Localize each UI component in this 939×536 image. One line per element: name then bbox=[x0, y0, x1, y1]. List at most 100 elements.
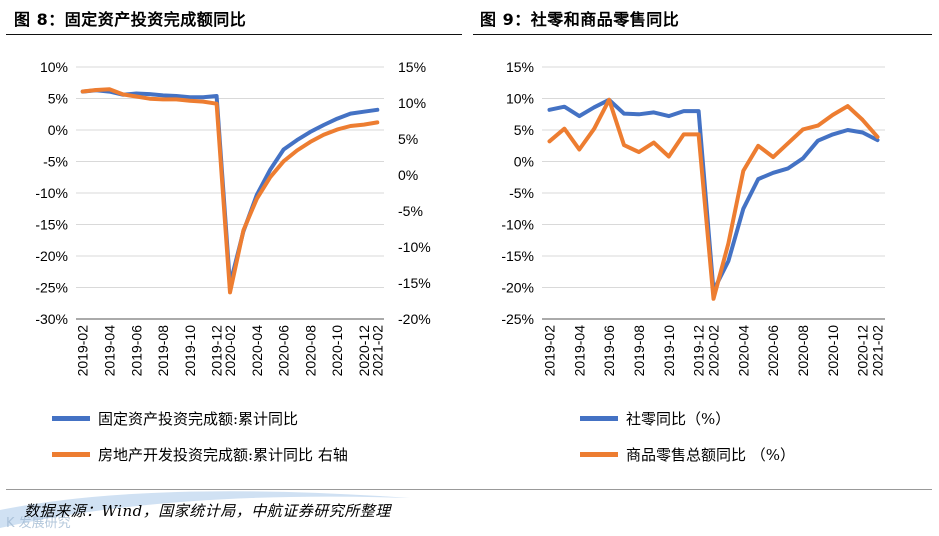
data-point-series-0 bbox=[547, 108, 552, 112]
data-point-series-1 bbox=[348, 124, 353, 128]
y-tick-label-left: -15% bbox=[501, 248, 534, 264]
data-point-series-0 bbox=[188, 95, 192, 99]
data-point-series-0 bbox=[375, 108, 379, 112]
data-point-series-0 bbox=[726, 259, 731, 263]
data-point-series-1 bbox=[607, 98, 611, 102]
data-point-series-1 bbox=[696, 132, 701, 137]
legend-swatch-blue bbox=[580, 416, 618, 421]
y-tick-label-left: 0% bbox=[514, 154, 534, 170]
data-point-series-1 bbox=[281, 159, 286, 163]
chart-right: 15% 10% 5% 0% -5% -10% -15% -20% -25% 2019-02 2019… bbox=[501, 59, 886, 377]
x-tick-label: 2020-02 bbox=[706, 325, 722, 377]
x-tick-label: 2020-10 bbox=[329, 325, 345, 377]
data-point-series-0 bbox=[295, 138, 299, 142]
data-point-series-0 bbox=[622, 112, 626, 116]
data-point-series-1 bbox=[121, 92, 125, 96]
data-point-series-0 bbox=[201, 95, 205, 99]
data-point-series-0 bbox=[786, 166, 790, 171]
data-point-series-1 bbox=[652, 141, 656, 145]
y-tick-label-left: -25% bbox=[501, 311, 534, 327]
x-tick-label: 2020-02 bbox=[222, 325, 238, 377]
x-tick-label: 2020-06 bbox=[765, 325, 781, 377]
series-line-0 bbox=[547, 97, 880, 293]
x-tick-label: 2019-12 bbox=[209, 325, 225, 377]
data-point-series-1 bbox=[756, 144, 760, 148]
legend-label-realestate: 房地产开发投资完成额:累计同比 右轴 bbox=[98, 446, 348, 464]
data-point-series-0 bbox=[831, 132, 835, 137]
data-point-series-0 bbox=[861, 130, 865, 135]
chart-title-left: 图 8：固定资产投资完成额同比 bbox=[14, 10, 247, 29]
y-tick-label-right: 15% bbox=[398, 59, 426, 75]
x-tick-label: 2021-02 bbox=[870, 325, 886, 377]
x-tick-label: 2020-10 bbox=[825, 325, 841, 377]
chart-panel-right: 15% 10% 5% 0% -5% -10% -15% -20% -25% 2019-02 2019… bbox=[480, 40, 930, 475]
y-tick-label-right: 5% bbox=[398, 131, 418, 147]
y-tick-label-left: 10% bbox=[40, 59, 68, 75]
data-point-series-1 bbox=[577, 147, 581, 152]
y-tick-label-left: -5% bbox=[43, 154, 68, 170]
y-tick-label-right: -5% bbox=[398, 203, 423, 219]
data-point-series-1 bbox=[308, 140, 312, 144]
y-tick-label-left: -20% bbox=[35, 248, 68, 264]
legend-item-realestate: 房地产开发投资完成额:累计同比 右轴 bbox=[52, 444, 348, 465]
legend-label-goods: 商品零售总额同比 （%） bbox=[626, 446, 796, 464]
data-point-series-1 bbox=[188, 99, 192, 103]
data-point-series-0 bbox=[268, 168, 272, 172]
data-point-series-1 bbox=[161, 97, 165, 101]
data-point-series-1 bbox=[547, 139, 552, 143]
y-tick-label-left: -25% bbox=[35, 280, 68, 296]
data-point-series-0 bbox=[281, 147, 286, 152]
y-tick-label-right: -15% bbox=[398, 275, 431, 291]
data-point-series-0 bbox=[174, 94, 179, 98]
data-point-series-1 bbox=[148, 97, 152, 101]
data-point-series-1 bbox=[682, 132, 686, 137]
series-line-0 bbox=[80, 88, 380, 287]
data-point-series-1 bbox=[711, 297, 716, 301]
y-tick-label-left: 5% bbox=[514, 122, 534, 138]
y-tick-label-right: -10% bbox=[398, 239, 431, 255]
y-tick-label-left: -15% bbox=[35, 217, 68, 233]
data-point-series-1 bbox=[255, 197, 259, 201]
footer-rule bbox=[6, 489, 932, 490]
data-point-series-1 bbox=[241, 228, 245, 233]
data-point-series-1 bbox=[81, 89, 85, 94]
x-tick-label: 2020-12 bbox=[356, 325, 372, 377]
data-point-series-0 bbox=[696, 109, 701, 113]
data-point-series-0 bbox=[308, 130, 312, 134]
data-point-series-0 bbox=[322, 123, 326, 127]
x-tick-label: 2019-04 bbox=[571, 325, 587, 377]
source-note: 数据来源：Wind，国家统计局，中航证券研究所整理 bbox=[24, 502, 391, 520]
x-tick-label: 2019-06 bbox=[601, 325, 617, 377]
x-tick-label: 2019-06 bbox=[128, 325, 144, 377]
chart-left: 10% 5% 0% -5% -10% -15% -20% -25% -30% 15% 10% 5% 0%… bbox=[35, 59, 431, 377]
data-point-series-1 bbox=[215, 102, 219, 106]
data-point-series-0 bbox=[148, 92, 152, 96]
data-point-series-0 bbox=[741, 207, 745, 211]
x-tick-label: 2020-08 bbox=[795, 325, 811, 377]
y-tick-label-right: 10% bbox=[398, 95, 426, 111]
data-point-series-1 bbox=[667, 154, 671, 159]
y-tick-label-left: -5% bbox=[509, 185, 534, 201]
data-point-series-0 bbox=[348, 112, 353, 116]
data-point-series-0 bbox=[875, 138, 880, 142]
y-tick-label-left: -10% bbox=[35, 185, 68, 201]
title-rule-right bbox=[473, 34, 932, 35]
data-point-series-1 bbox=[875, 135, 880, 139]
data-point-series-1 bbox=[228, 290, 232, 294]
data-point-series-1 bbox=[831, 113, 835, 117]
data-point-series-0 bbox=[801, 156, 805, 160]
x-tick-label: 2021-02 bbox=[369, 325, 385, 377]
data-point-series-1 bbox=[771, 155, 775, 159]
data-point-series-0 bbox=[771, 171, 775, 175]
legend-item-retail: 社零同比（%） bbox=[580, 408, 730, 429]
y-tick-label-left: -10% bbox=[501, 217, 534, 233]
title-rule-left bbox=[6, 34, 462, 35]
y-tick-label-left: 15% bbox=[506, 59, 534, 75]
data-point-series-1 bbox=[786, 141, 790, 145]
data-point-series-0 bbox=[592, 105, 596, 109]
legend-item-goods: 商品零售总额同比 （%） bbox=[580, 444, 795, 465]
x-tick-label: 2019-04 bbox=[101, 325, 117, 377]
y-tick-label-left: -20% bbox=[501, 280, 534, 296]
x-tick-label: 2019-02 bbox=[541, 325, 557, 377]
data-point-series-1 bbox=[562, 127, 566, 131]
